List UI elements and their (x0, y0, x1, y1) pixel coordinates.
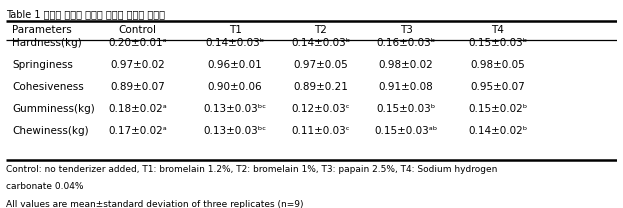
Text: 0.98±0.05: 0.98±0.05 (470, 60, 525, 70)
Text: 0.15±0.03ᵇ: 0.15±0.03ᵇ (468, 38, 527, 48)
Text: 0.15±0.03ᵇ: 0.15±0.03ᵇ (376, 104, 435, 114)
Text: Springiness: Springiness (12, 60, 74, 70)
Text: 0.11±0.03ᶜ: 0.11±0.03ᶜ (292, 126, 350, 136)
Text: Parameters: Parameters (12, 25, 72, 35)
Text: Control: Control (118, 25, 156, 35)
Text: 0.15±0.03ᵃᵇ: 0.15±0.03ᵃᵇ (374, 126, 438, 136)
Text: T4: T4 (492, 25, 504, 35)
Text: Chewiness(kg): Chewiness(kg) (12, 126, 89, 136)
Text: 0.89±0.07: 0.89±0.07 (110, 82, 165, 92)
Text: 0.90±0.06: 0.90±0.06 (208, 82, 262, 92)
Text: 0.97±0.05: 0.97±0.05 (293, 60, 348, 70)
Text: 0.13±0.03ᵇᶜ: 0.13±0.03ᵇᶜ (204, 104, 267, 114)
Text: T1: T1 (229, 25, 242, 35)
Text: 0.14±0.03ᵇ: 0.14±0.03ᵇ (291, 38, 350, 48)
Text: 0.20±0.01ᵃ: 0.20±0.01ᵃ (108, 38, 167, 48)
Text: All values are mean±standard deviation of three replicates (n=9): All values are mean±standard deviation o… (6, 200, 304, 208)
Text: 0.15±0.02ᵇ: 0.15±0.02ᵇ (468, 104, 527, 114)
Text: 0.97±0.02: 0.97±0.02 (110, 60, 165, 70)
Text: 0.14±0.02ᵇ: 0.14±0.02ᵇ (468, 126, 527, 136)
Text: 0.89±0.21: 0.89±0.21 (293, 82, 348, 92)
Text: 0.12±0.03ᶜ: 0.12±0.03ᶜ (292, 104, 350, 114)
Text: 0.14±0.03ᵇ: 0.14±0.03ᵇ (206, 38, 265, 48)
Text: 0.18±0.02ᵃ: 0.18±0.02ᵃ (108, 104, 167, 114)
Text: carbonate 0.04%: carbonate 0.04% (6, 182, 83, 192)
Text: 0.96±0.01: 0.96±0.01 (208, 60, 262, 70)
Text: Control: no tenderizer added, T1: bromelain 1.2%, T2: bromelain 1%, T3: papain 2: Control: no tenderizer added, T1: bromel… (6, 165, 498, 174)
Text: 0.95±0.07: 0.95±0.07 (470, 82, 525, 92)
Text: 0.16±0.03ᵇ: 0.16±0.03ᵇ (376, 38, 435, 48)
Text: 0.13±0.03ᵇᶜ: 0.13±0.03ᵇᶜ (204, 126, 267, 136)
Text: Cohesiveness: Cohesiveness (12, 82, 84, 92)
Text: 0.17±0.02ᵃ: 0.17±0.02ᵃ (108, 126, 167, 136)
Text: T2: T2 (314, 25, 327, 35)
Text: 0.98±0.02: 0.98±0.02 (379, 60, 434, 70)
Text: Hardness(kg): Hardness(kg) (12, 38, 82, 48)
Text: Gumminess(kg): Gumminess(kg) (12, 104, 95, 114)
Text: 0.91±0.08: 0.91±0.08 (379, 82, 434, 92)
Text: T3: T3 (400, 25, 412, 35)
Text: Table 1 반건조 소재를 이용한 반건조 제품의 조직감: Table 1 반건조 소재를 이용한 반건조 제품의 조직감 (6, 9, 165, 19)
